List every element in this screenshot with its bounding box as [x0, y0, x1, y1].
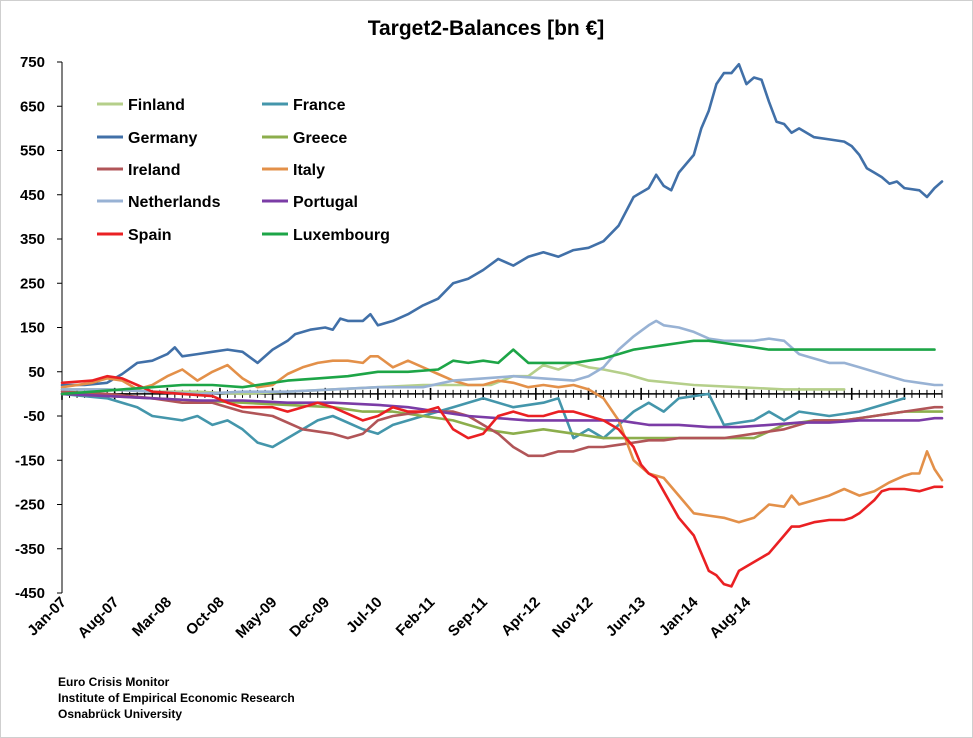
series-line-netherlands: [60, 319, 944, 396]
series-line-ireland: [60, 390, 944, 458]
y-tick-label: 650: [20, 98, 45, 115]
series-line-germany: [60, 62, 944, 387]
legend-item-greece: Greece: [262, 130, 347, 147]
legend-label: Germany: [128, 130, 197, 147]
y-tick-label: 350: [20, 231, 45, 248]
series-line-italy: [60, 355, 944, 524]
y-tick-label: -50: [23, 408, 45, 425]
legend-item-netherlands: Netherlands: [97, 194, 221, 211]
legend-label: Ireland: [128, 162, 180, 179]
legend-item-france: France: [262, 97, 346, 114]
series-lines: [60, 62, 944, 588]
legend-label: France: [293, 97, 346, 114]
legend-label: Portugal: [293, 194, 358, 211]
legend-item-finland: Finland: [97, 97, 185, 114]
legend-label: Luxembourg: [293, 227, 390, 244]
y-tick-label: 50: [28, 364, 45, 381]
legend-label: Netherlands: [128, 194, 221, 211]
footer-line-2: Institute of Empirical Economic Research: [58, 691, 295, 705]
footer-line-1: Euro Crisis Monitor: [58, 675, 170, 689]
series-line-spain: [60, 374, 944, 588]
series-line-luxembourg: [60, 339, 936, 396]
footer-line-3: Osnabrück University: [58, 707, 182, 721]
series-line-portugal: [60, 392, 944, 429]
legend-item-germany: Germany: [97, 130, 197, 147]
y-tick-label: 550: [20, 143, 45, 160]
y-tick-label: 450: [20, 187, 45, 204]
footer: Euro Crisis Monitor Institute of Empiric…: [58, 675, 295, 721]
y-tick-label: 750: [20, 54, 45, 71]
y-tick-label: -450: [15, 585, 45, 602]
legend-label: Greece: [293, 130, 347, 147]
legend-item-portugal: Portugal: [262, 194, 358, 211]
y-tick-label: -250: [15, 497, 45, 514]
legend: Finland France Germany Greece Ireland Italy Ne…: [97, 97, 390, 244]
legend-label: Finland: [128, 97, 185, 114]
y-tick-label: -150: [15, 452, 45, 469]
legend-label: Italy: [293, 162, 325, 179]
legend-label: Spain: [128, 227, 172, 244]
legend-item-italy: Italy: [262, 162, 325, 179]
chart-title: Target2-Balances [bn €]: [368, 17, 605, 40]
legend-item-luxembourg: Luxembourg: [262, 227, 390, 244]
legend-item-spain: Spain: [97, 227, 172, 244]
y-tick-label: 250: [20, 275, 45, 292]
series-line-france: [60, 392, 906, 449]
y-tick-label: 150: [20, 320, 45, 337]
legend-item-ireland: Ireland: [97, 162, 180, 179]
y-tick-label: -350: [15, 541, 45, 558]
